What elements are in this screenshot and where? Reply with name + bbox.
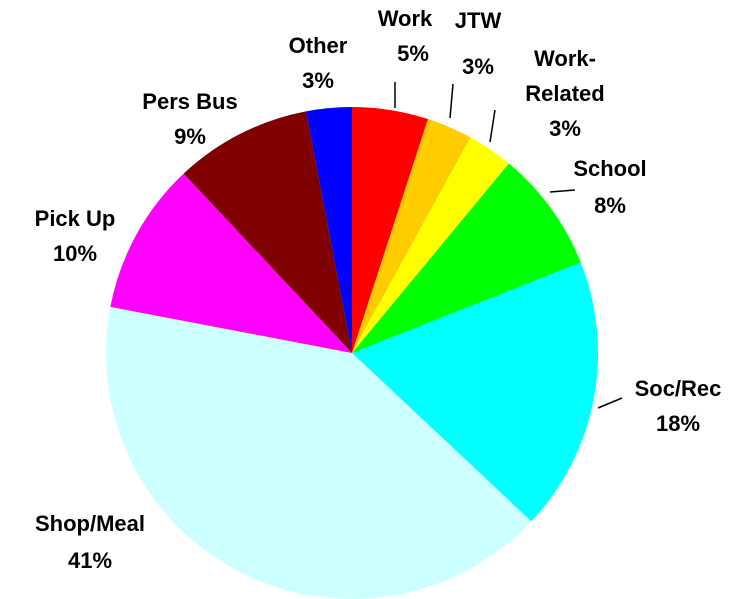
pie-slice xyxy=(110,173,353,353)
slice-label: Work- Related xyxy=(525,46,604,106)
slice-label: Work xyxy=(378,6,433,31)
slice-label: Pers Bus xyxy=(142,89,237,114)
slice-label: JTW xyxy=(455,8,502,33)
value-label: 3% xyxy=(302,68,334,93)
slice-label: Other xyxy=(289,33,348,58)
pie-slice xyxy=(352,137,509,353)
label-line: Work- xyxy=(534,46,596,71)
slice-label: School xyxy=(573,156,646,181)
leader-line xyxy=(597,397,623,409)
value-label: 10% xyxy=(53,241,97,266)
slice-label: Soc/Rec xyxy=(635,376,722,401)
pie-slice xyxy=(305,107,352,353)
value-label: 8% xyxy=(594,193,626,218)
pie-slice xyxy=(105,306,532,599)
value-label: 5% xyxy=(397,41,429,66)
slice-label: Pick Up xyxy=(35,206,116,231)
value-label: 3% xyxy=(549,116,581,141)
pie-slice xyxy=(352,119,471,353)
slice-label: Shop/Meal xyxy=(35,511,145,536)
label-line: Related xyxy=(525,81,604,106)
value-label: 3% xyxy=(462,54,494,79)
pie-slice xyxy=(352,262,598,522)
pie-slice xyxy=(183,111,352,354)
leader-line xyxy=(549,189,576,193)
pie-slice xyxy=(352,163,581,353)
value-label: 41% xyxy=(68,548,112,573)
pie-slice xyxy=(352,107,429,353)
leader-line xyxy=(489,109,496,143)
value-label: 18% xyxy=(656,411,700,436)
value-label: 9% xyxy=(174,124,206,149)
leader-line xyxy=(449,83,454,119)
